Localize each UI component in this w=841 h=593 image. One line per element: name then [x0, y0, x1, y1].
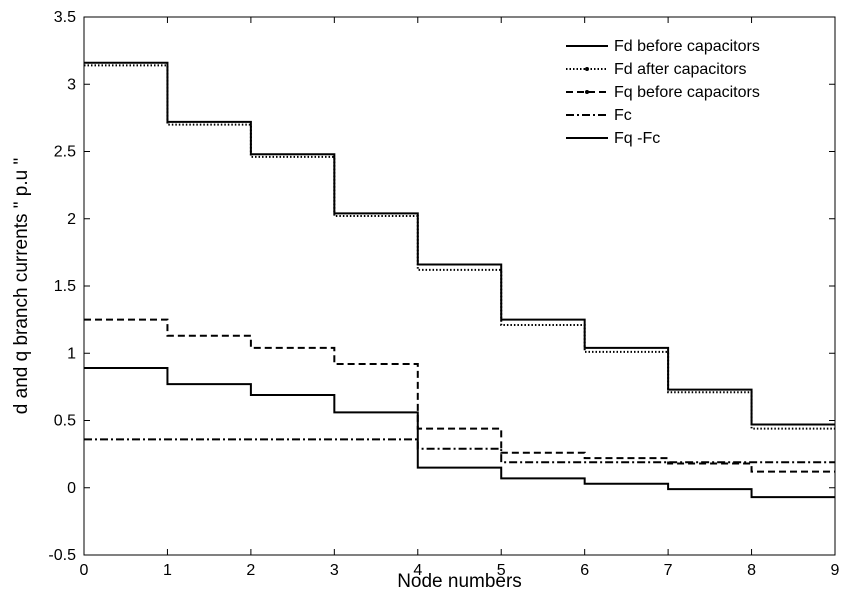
y-tick-label: 3.5	[54, 9, 76, 26]
legend-entry-1: Fd before capacitors	[614, 38, 760, 55]
x-tick-label: 0	[80, 562, 89, 579]
x-tick-label: 9	[831, 562, 840, 579]
series-line-2	[84, 64, 835, 430]
series-line-3	[84, 318, 835, 473]
legend-entry-5: Fq -Fc	[614, 130, 660, 147]
y-tick-label: 0.5	[54, 413, 76, 430]
y-tick-label: 3	[67, 76, 76, 93]
x-tick-label: 5	[497, 562, 506, 579]
y-tick-label: -0.5	[48, 547, 76, 564]
x-tick-label: 2	[246, 562, 255, 579]
legend-entry-3: Fq before capacitors	[614, 84, 760, 101]
plot-background	[84, 17, 835, 555]
legend: Fd before capacitors Fd after capacitors F…	[566, 38, 760, 147]
series-line-5	[84, 367, 835, 499]
y-tick-label: 2.5	[54, 144, 76, 161]
legend-entry-2: Fd after capacitors	[614, 61, 747, 78]
x-tick-label: 6	[580, 562, 589, 579]
y-tick-label: 0	[67, 480, 76, 497]
legend-marker-2	[585, 67, 589, 71]
series-line-1	[84, 61, 835, 426]
y-tick-label: 1	[67, 345, 76, 362]
legend-entry-4: Fc	[614, 107, 632, 124]
x-tick-label: 7	[664, 562, 673, 579]
x-tick-label: 4	[413, 562, 422, 579]
x-axis-label: Node numbers	[397, 571, 522, 592]
legend-marker-3	[585, 90, 589, 94]
tick-layer: 0 1 2 3 4 5 6 7 8 9-0.500.511.522.533.5	[48, 9, 839, 579]
series-line-4	[84, 438, 835, 464]
series-layer	[84, 61, 835, 499]
x-tick-label: 8	[747, 562, 756, 579]
y-axis-label: d and q branch currents " p.u "	[11, 158, 32, 414]
y-tick-label: 1.5	[54, 278, 76, 295]
x-tick-label: 1	[163, 562, 172, 579]
x-tick-label: 3	[330, 562, 339, 579]
y-tick-label: 2	[67, 211, 76, 228]
